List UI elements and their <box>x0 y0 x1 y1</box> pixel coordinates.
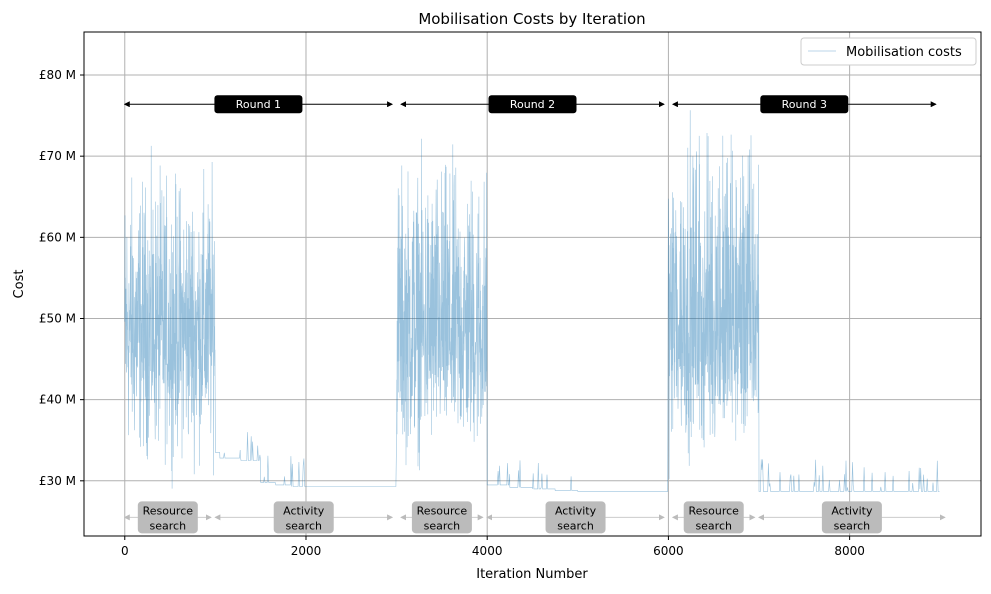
phase-label-box <box>137 501 198 534</box>
phase-label-line1: Resource <box>688 504 739 517</box>
phase-label-line2: search <box>557 519 594 532</box>
x-tick-label: 8000 <box>834 544 865 558</box>
phase-label-line1: Activity <box>555 504 597 517</box>
legend: Mobilisation costs <box>800 37 977 66</box>
round-label-box <box>488 95 577 114</box>
round-label: Round 3 <box>782 98 827 111</box>
x-axis-label: Iteration Number <box>476 567 588 582</box>
y-tick-label: £30 M <box>39 474 76 488</box>
series-line-mobilisation-costs <box>124 110 940 492</box>
phase-label-line2: search <box>695 519 732 532</box>
plot-frame <box>83 31 982 537</box>
round-label: Round 1 <box>236 98 281 111</box>
phase-label-line1: Resource <box>417 504 468 517</box>
y-tick-label: £70 M <box>39 149 76 163</box>
phase-label-line2: search <box>285 519 322 532</box>
phase-label-line1: Activity <box>831 504 873 517</box>
y-tick-label: £40 M <box>39 393 76 407</box>
round-label-box <box>760 95 849 114</box>
phase-label-line1: Activity <box>283 504 325 517</box>
y-tick-label: £60 M <box>39 230 76 244</box>
phase-label-box <box>683 501 744 534</box>
x-tick-label: 4000 <box>472 544 503 558</box>
chart-title: Mobilisation Costs by Iteration <box>418 10 645 28</box>
phase-label-line2: search <box>424 519 461 532</box>
phase-label-line2: search <box>834 519 871 532</box>
phase-label-line1: Resource <box>143 504 194 517</box>
phase-label-line2: search <box>150 519 187 532</box>
legend-label: Mobilisation costs <box>846 45 962 60</box>
x-tick-label: 6000 <box>653 544 684 558</box>
phase-label-box <box>411 501 472 534</box>
y-axis-label: Cost <box>12 270 27 299</box>
phase-label-box <box>821 501 882 534</box>
x-tick-label: 0 <box>121 544 129 558</box>
round-label: Round 2 <box>510 98 555 111</box>
phase-label-box <box>273 501 334 534</box>
x-tick-label: 2000 <box>291 544 322 558</box>
y-tick-label: £50 M <box>39 311 76 325</box>
phase-label-box <box>545 501 606 534</box>
y-tick-label: £80 M <box>39 68 76 82</box>
round-label-box <box>214 95 303 114</box>
